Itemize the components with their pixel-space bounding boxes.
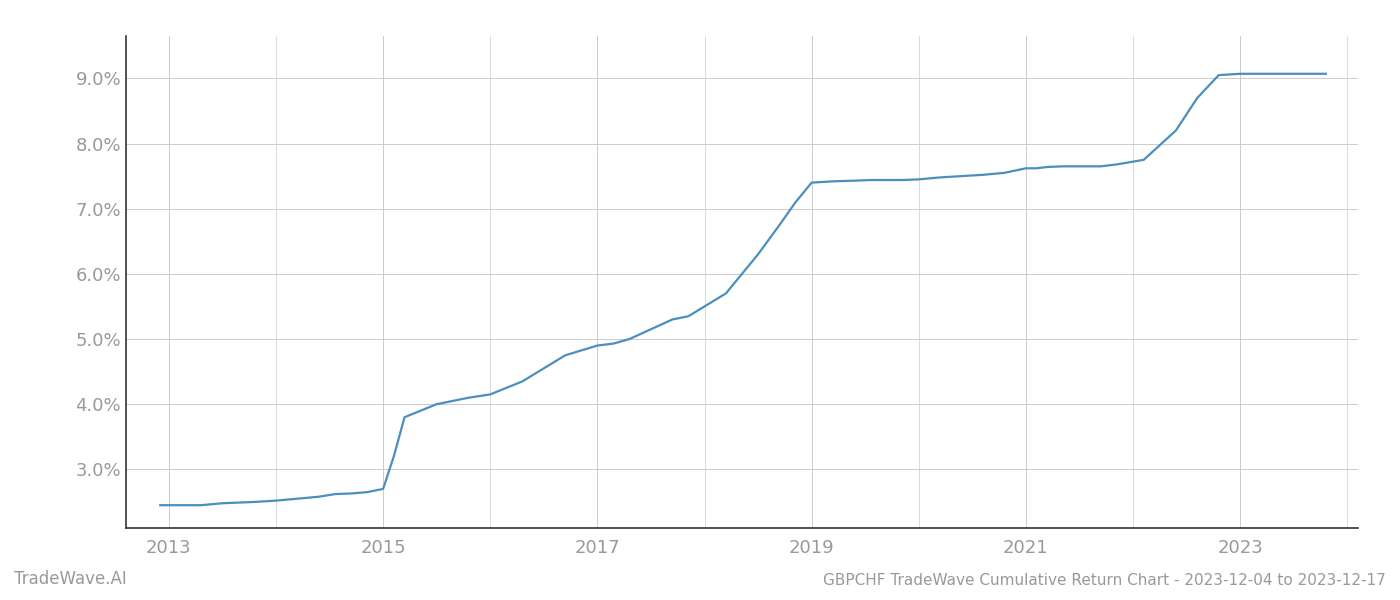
Text: GBPCHF TradeWave Cumulative Return Chart - 2023-12-04 to 2023-12-17: GBPCHF TradeWave Cumulative Return Chart… [823,573,1386,588]
Text: TradeWave.AI: TradeWave.AI [14,570,127,588]
